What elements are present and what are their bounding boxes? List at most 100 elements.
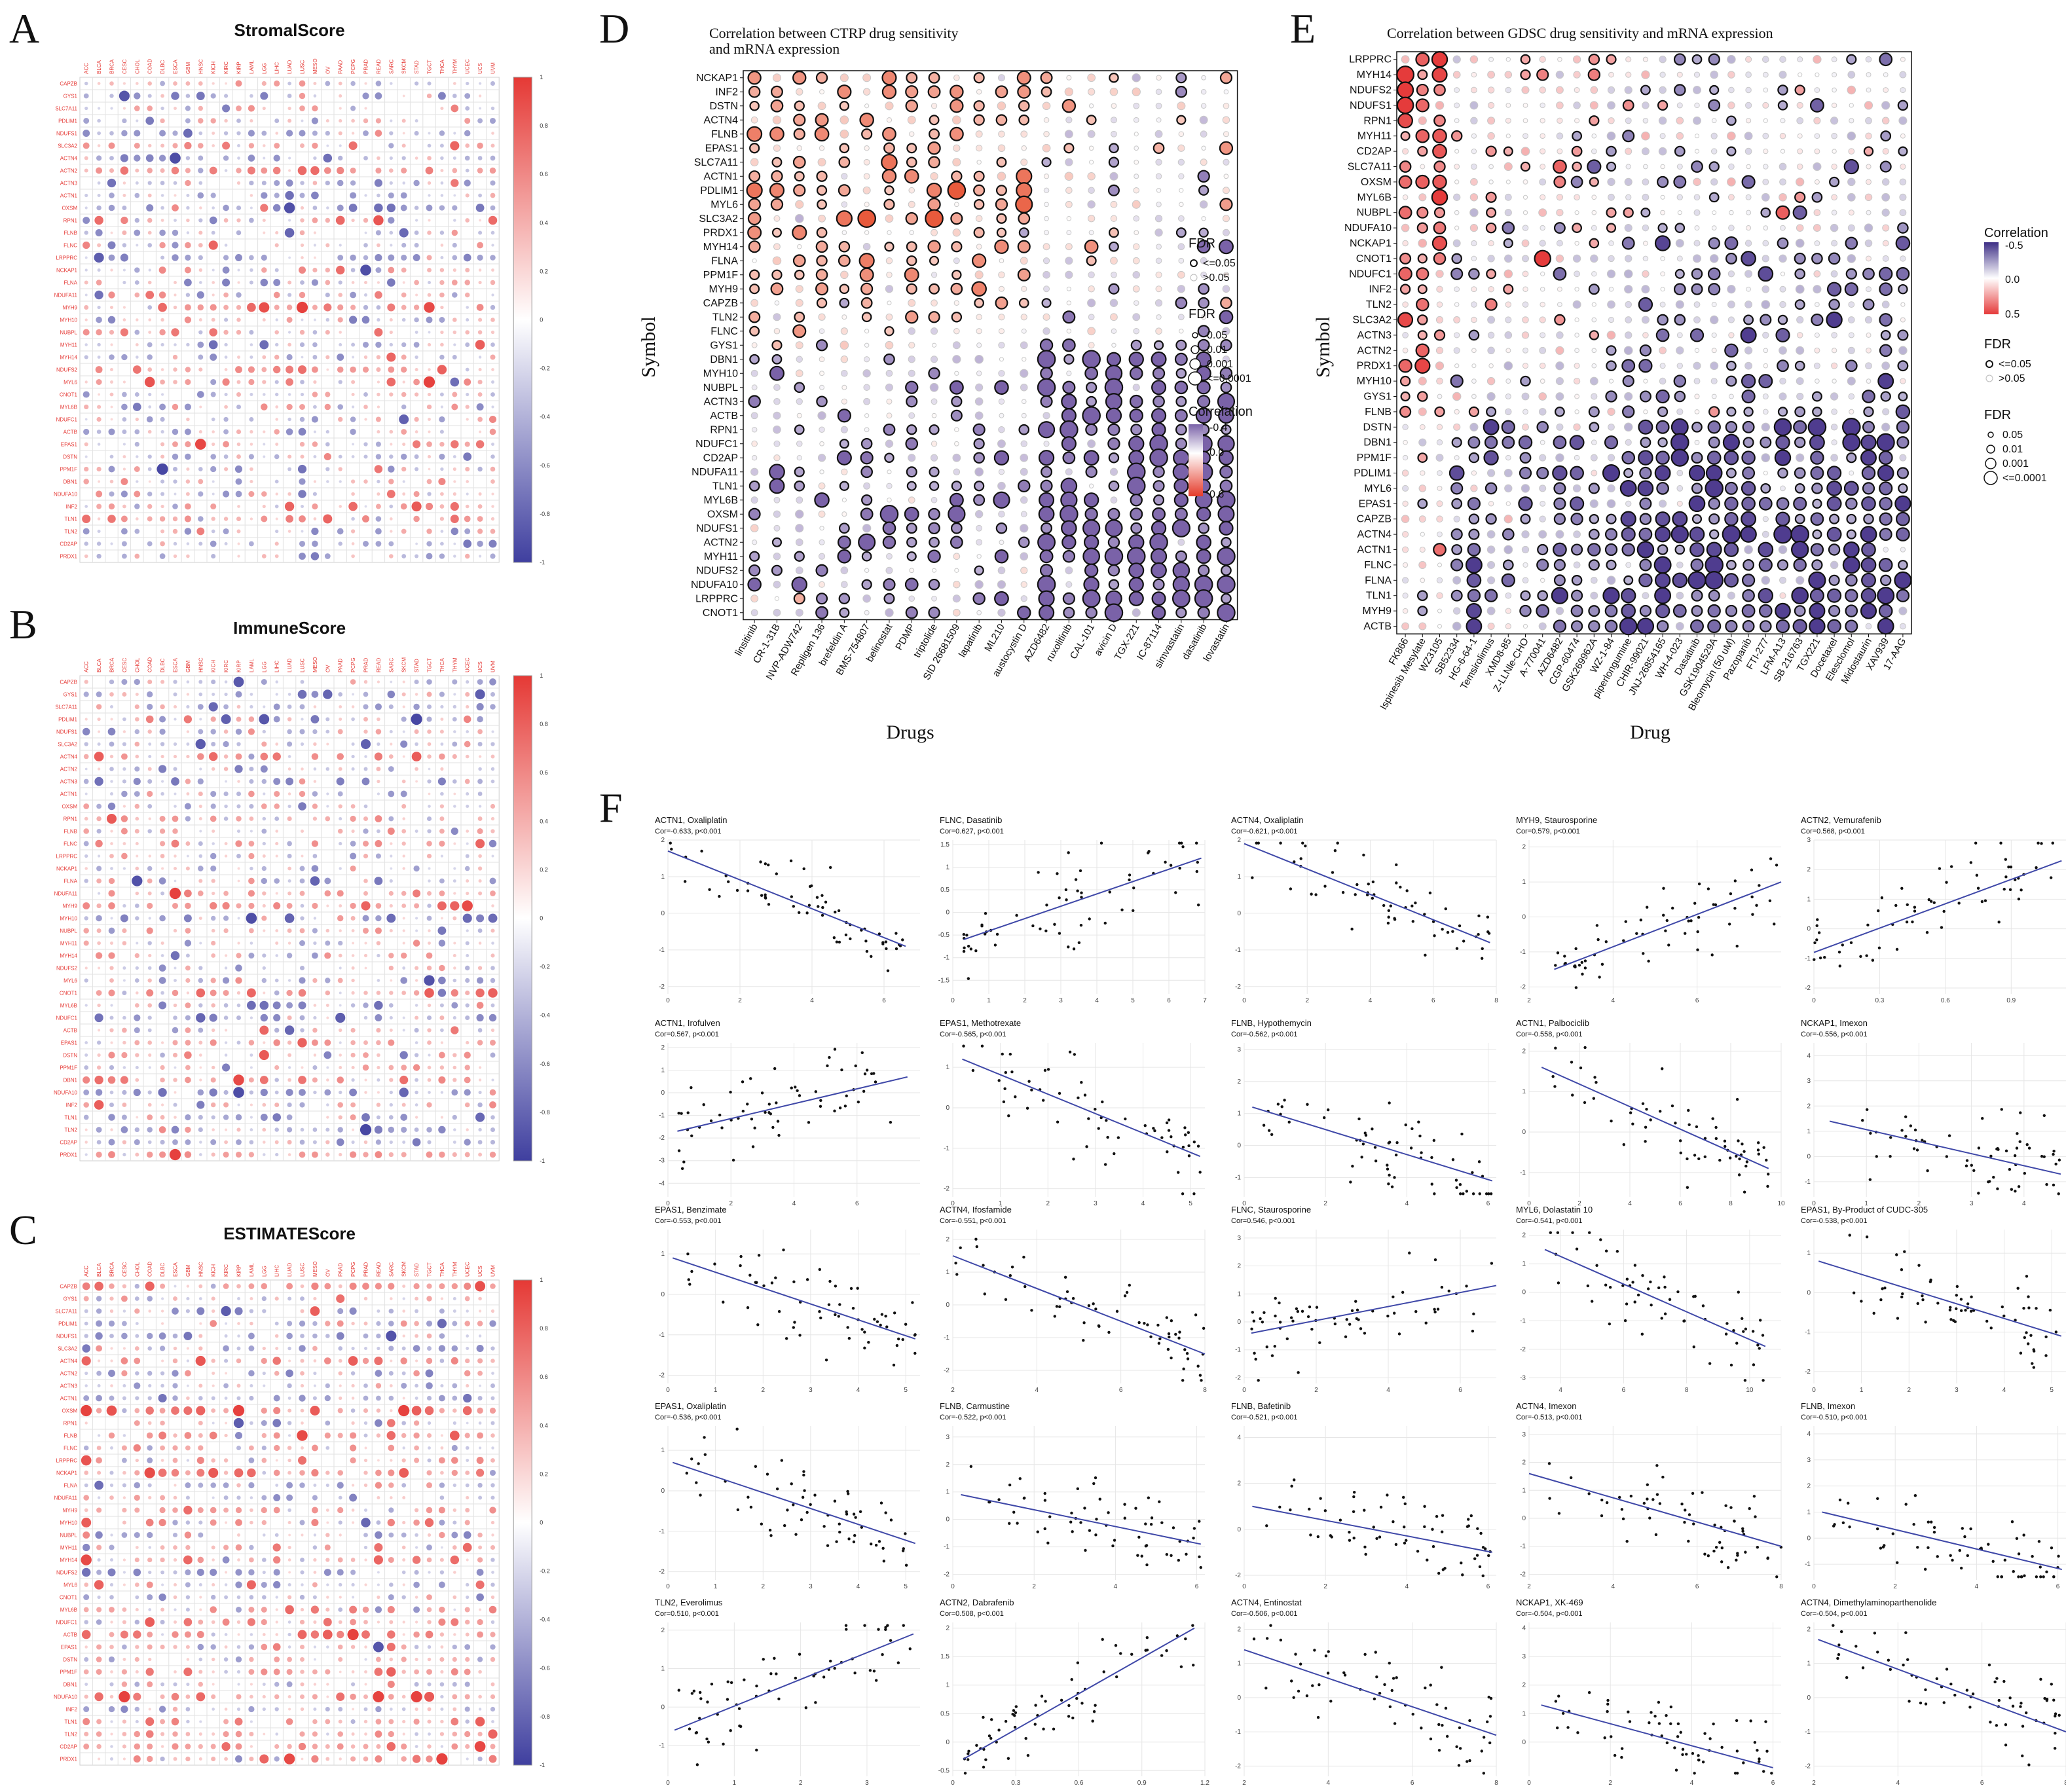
corr-dot <box>287 1595 292 1600</box>
corr-dot <box>160 1103 164 1106</box>
bubble-dot <box>839 115 849 125</box>
corr-dot <box>401 453 407 460</box>
corr-dot <box>235 728 242 735</box>
corr-dot <box>160 1115 165 1120</box>
corr-dot <box>96 803 102 809</box>
corr-dot <box>401 528 407 534</box>
gene-label: MYH9 <box>709 283 739 295</box>
corr-dot <box>389 156 393 160</box>
corr-dot <box>225 1029 228 1032</box>
corr-dot <box>466 830 470 833</box>
corr-dot <box>184 403 191 411</box>
bubble-dot <box>816 170 828 182</box>
corr-dot <box>161 1633 164 1636</box>
bubble-dot <box>770 85 783 98</box>
corr-dot <box>415 1657 418 1662</box>
corr-dot <box>134 904 139 908</box>
corr-dot <box>211 1152 215 1157</box>
cancer-tick-label: PRAD <box>363 658 369 672</box>
corr-dot <box>300 504 304 509</box>
corr-dot <box>374 465 383 473</box>
corr-dot <box>428 879 431 883</box>
corr-dot <box>135 1078 139 1082</box>
corr-dot <box>477 729 483 735</box>
corr-dot <box>464 1730 471 1738</box>
bubble-dot <box>1151 351 1167 367</box>
bubble-dot <box>949 380 964 395</box>
corr-dot <box>97 356 101 359</box>
corr-dot <box>84 404 89 410</box>
corr-dot <box>402 380 405 384</box>
corr-dot <box>300 916 304 921</box>
corr-dot <box>402 755 405 758</box>
cancer-tick-label: BLCA <box>96 1262 102 1277</box>
corr-dot <box>413 990 420 996</box>
corr-dot <box>211 928 215 933</box>
bubble-dot <box>1155 271 1162 278</box>
corr-dot <box>363 879 368 883</box>
bubble-dot <box>1175 339 1187 351</box>
bubble-dot <box>1018 479 1031 492</box>
corr-dot <box>97 144 101 147</box>
corr-dot <box>286 179 293 187</box>
corr-dot <box>97 517 101 521</box>
corr-dot <box>110 1670 113 1673</box>
corr-dot <box>312 181 318 185</box>
corr-dot <box>336 1294 345 1304</box>
corr-dot <box>122 1757 126 1761</box>
bubble-dot <box>885 369 893 377</box>
corr-dot <box>262 1141 266 1144</box>
bubble-dot <box>750 158 759 167</box>
bubble-dot <box>952 115 961 125</box>
corr-dot <box>272 1113 282 1122</box>
corr-dot <box>466 306 469 309</box>
corr-dot <box>325 928 330 933</box>
corr-dot <box>185 1126 191 1133</box>
bubble-dot <box>1132 257 1140 265</box>
corr-dot <box>453 1128 456 1131</box>
corr-dot <box>274 179 280 187</box>
corr-dot <box>161 1359 164 1362</box>
corr-dot <box>249 1384 253 1387</box>
bubble-dot <box>1042 243 1050 251</box>
corr-dot <box>299 416 305 422</box>
corr-dot <box>287 1695 291 1698</box>
corr-dot <box>439 1682 445 1687</box>
corr-dot <box>136 942 139 945</box>
corr-dot <box>248 716 255 722</box>
corr-dot <box>352 1596 355 1599</box>
corr-dot <box>248 1482 255 1489</box>
bubble-dot <box>793 184 806 197</box>
corr-dot <box>301 530 304 533</box>
bubble-dot <box>1196 380 1211 395</box>
corr-dot <box>326 805 329 808</box>
corr-dot <box>222 902 230 910</box>
corr-dot <box>427 268 432 272</box>
bubble-dot <box>796 145 803 151</box>
corr-dot <box>275 1347 279 1350</box>
corr-dot <box>466 1309 469 1313</box>
corr-dot <box>83 1706 90 1713</box>
corr-dot <box>427 1645 432 1649</box>
corr-dot <box>451 1089 458 1096</box>
corr-dot <box>288 156 291 160</box>
corr-dot <box>160 704 165 710</box>
corr-dot <box>402 1029 405 1032</box>
corr-dot <box>172 466 178 472</box>
gene-label: MYH10 <box>1357 376 1392 387</box>
corr-dot <box>299 729 305 735</box>
bubble-dot <box>909 230 914 235</box>
bubble-dot <box>839 283 850 295</box>
corr-dot <box>174 1620 177 1624</box>
bubble-dot <box>906 283 917 295</box>
corr-dot <box>198 218 203 223</box>
corr-dot <box>452 916 457 921</box>
corr-dot <box>109 1483 114 1488</box>
corr-dot <box>428 194 431 197</box>
cancer-tick-label: UVM <box>490 62 496 74</box>
corr-dot <box>463 452 472 461</box>
corr-dot <box>185 492 190 496</box>
corr-dot <box>452 1321 458 1326</box>
corr-dot <box>81 1630 91 1639</box>
corr-dot <box>172 130 178 136</box>
